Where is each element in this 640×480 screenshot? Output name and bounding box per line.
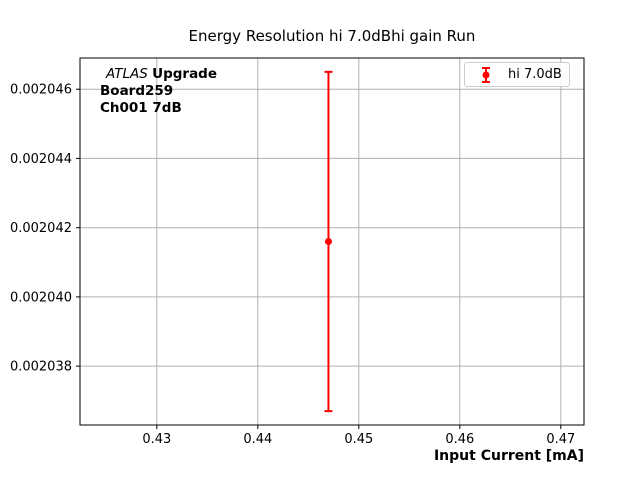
y-tick-label: 0.002038 [10, 360, 72, 375]
x-tick-label: 0.46 [445, 432, 474, 447]
annotation-atlas-label: ATLAS [106, 66, 148, 82]
x-tick-label: 0.44 [243, 432, 272, 447]
legend: hi 7.0dB [464, 62, 570, 87]
x-tick-label: 0.47 [546, 432, 575, 447]
annotation-upgrade-label: Upgrade [152, 66, 218, 82]
y-tick-label: 0.002040 [10, 290, 72, 305]
chart-title: Energy Resolution hi 7.0dBhi gain Run [188, 27, 476, 45]
data-point-marker [324, 238, 332, 245]
y-tick-label: 0.002046 [10, 83, 72, 98]
errorbar-legend-icon [482, 66, 490, 83]
legend-label: hi 7.0dB [508, 67, 562, 82]
annotation-line-2: Board259 [100, 83, 174, 99]
annotation-line-1: ATLAS Upgrade [100, 66, 217, 83]
y-tick-label: 0.002042 [10, 221, 72, 236]
annotation: ATLAS Upgrade Board259 Ch001 7dB [100, 66, 217, 117]
x-axis-label: Input Current [mA] [433, 448, 584, 464]
x-tick-label: 0.45 [344, 432, 373, 447]
y-tick-label: 0.002044 [10, 152, 72, 167]
plot-border [79, 57, 585, 426]
x-tick-label: 0.43 [142, 432, 171, 447]
annotation-line-3: Ch001 7dB [100, 100, 182, 116]
